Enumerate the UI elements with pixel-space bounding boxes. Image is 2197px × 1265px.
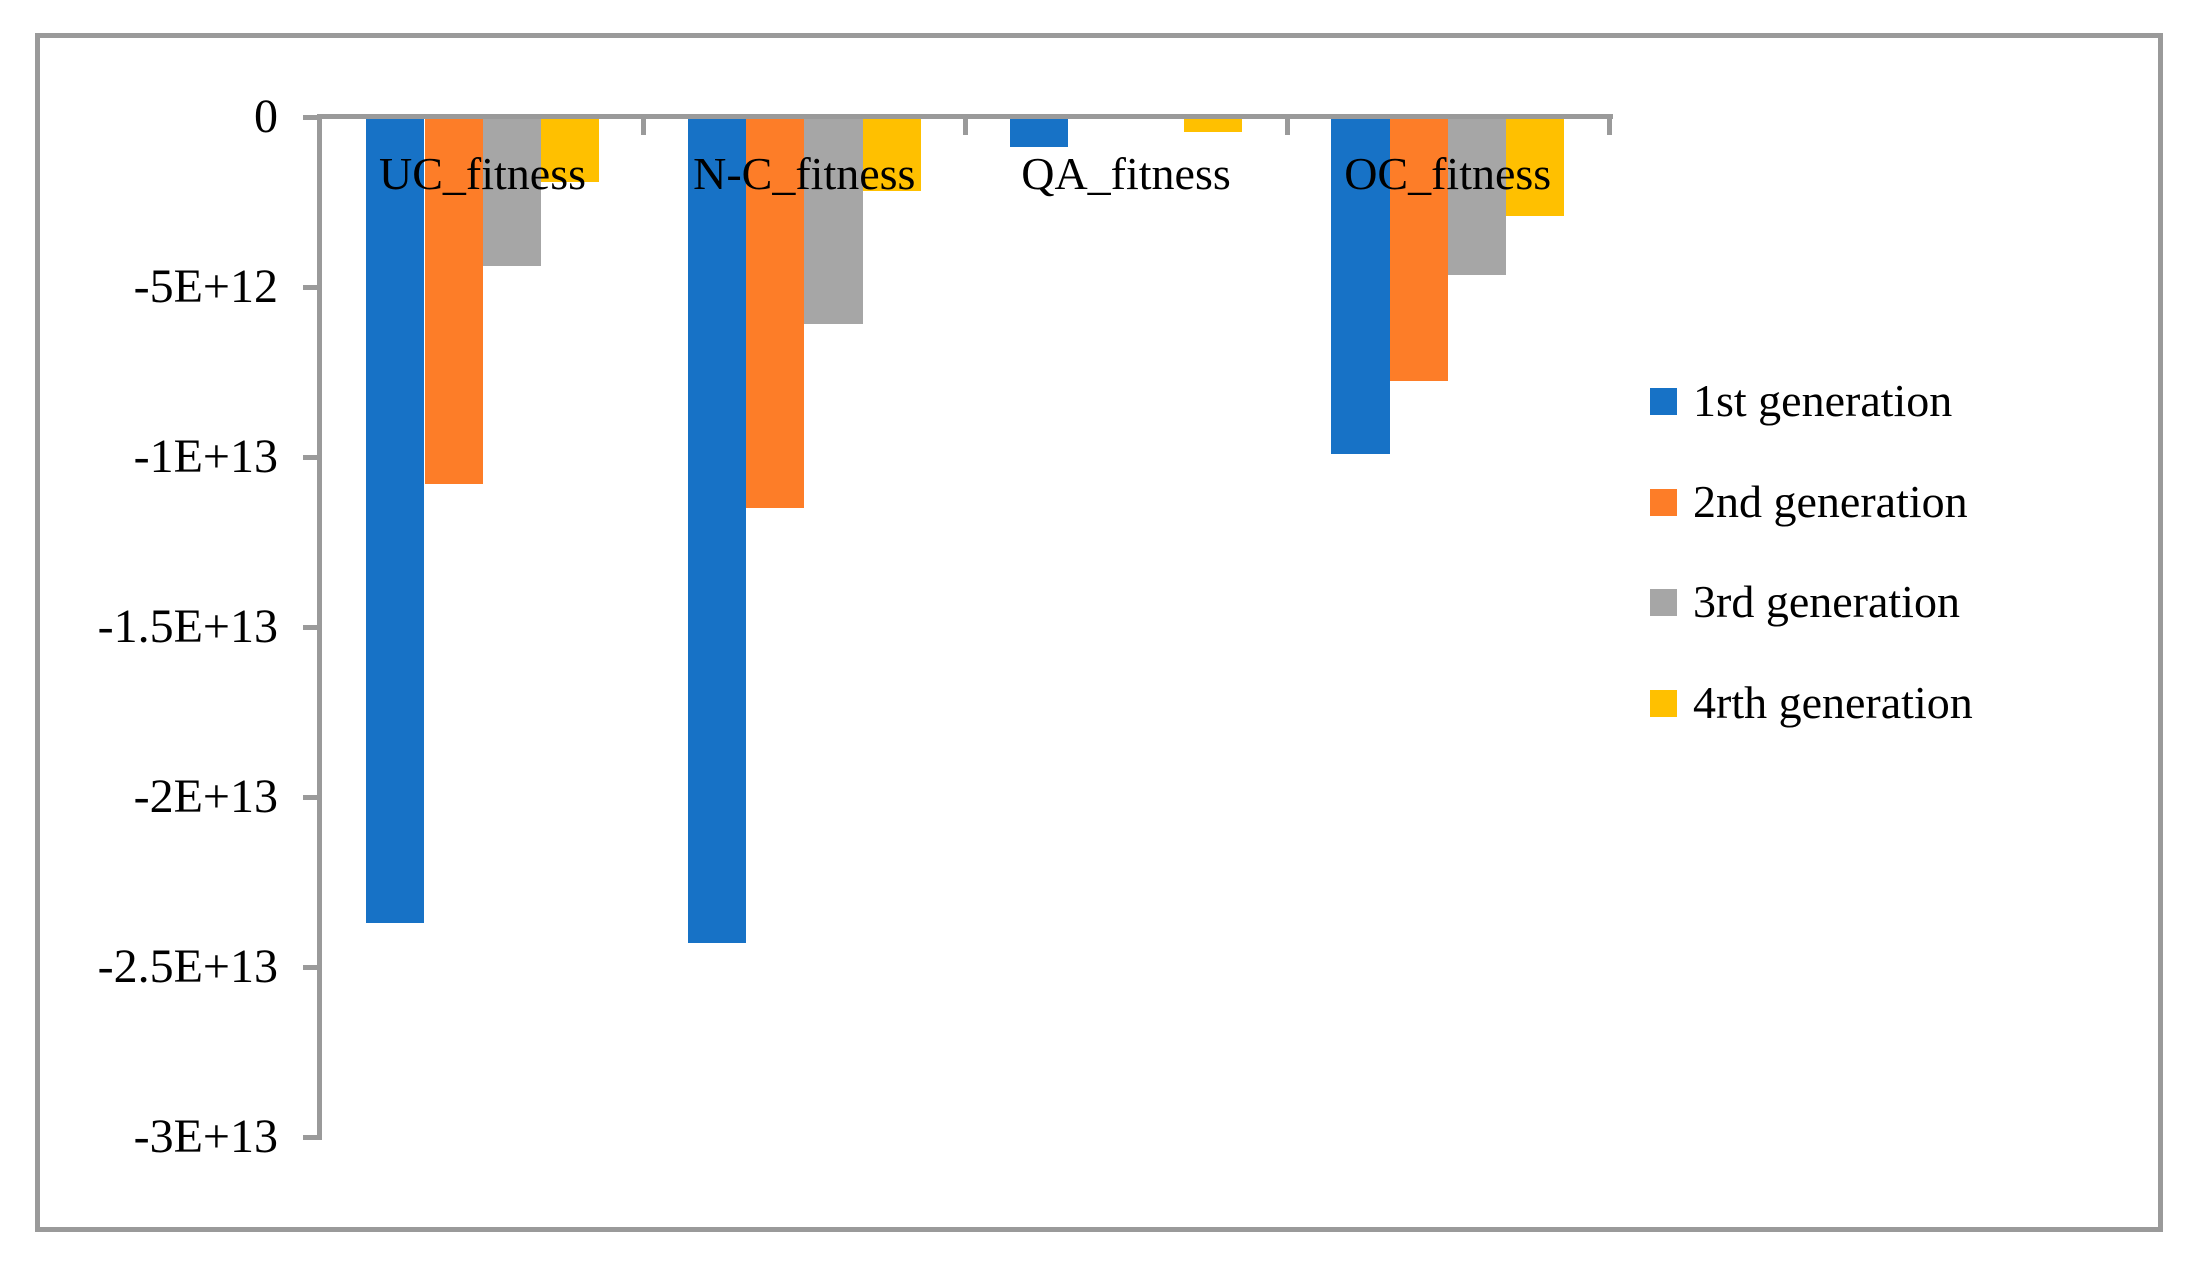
y-axis-tick-label: -5E+12: [133, 260, 278, 313]
category-label: UC_fitness: [379, 148, 586, 199]
bar-series4-N-C_fitness: [862, 117, 921, 191]
y-axis-tick-label: -3E+13: [133, 1110, 278, 1163]
bar-series4-UC_fitness: [540, 117, 600, 183]
legend-swatch: [1650, 387, 1677, 415]
legend-swatch: [1650, 588, 1677, 616]
y-axis-tick: [303, 625, 317, 630]
y-axis-tick: [303, 115, 317, 120]
y-axis-tick: [303, 965, 317, 970]
category-boundary-tick: [1606, 117, 1612, 135]
category-label: OC_fitness: [1344, 148, 1552, 199]
legend-label: 3rd generation: [1693, 576, 1960, 627]
bar-series3-UC_fitness: [482, 117, 541, 266]
category-label: N-C_fitness: [693, 148, 916, 199]
legend-label: 2nd generation: [1693, 476, 1968, 527]
category-boundary-tick: [963, 117, 969, 135]
y-axis-line: [317, 114, 322, 1140]
bar-series4-QA_fitness: [1184, 117, 1243, 132]
y-axis-tick-label: -1E+13: [133, 430, 278, 483]
category-label: QA_fitness: [1021, 148, 1231, 199]
y-axis-tick: [303, 285, 317, 290]
y-axis-tick: [303, 1135, 317, 1140]
bar-series1-QA_fitness: [1009, 117, 1068, 147]
bar-series1-N-C_fitness: [688, 117, 747, 944]
legend-label: 4rth generation: [1693, 677, 1973, 728]
legend-swatch: [1650, 488, 1677, 516]
legend-swatch: [1650, 689, 1677, 717]
bar-series2-N-C_fitness: [746, 117, 805, 508]
bar-series3-N-C_fitness: [804, 117, 863, 325]
bar-series1-UC_fitness: [366, 117, 425, 923]
y-axis-tick-label: 0: [254, 90, 278, 143]
y-axis-tick-label: -2E+13: [133, 770, 278, 823]
y-axis-tick: [303, 455, 317, 460]
bar-series2-UC_fitness: [424, 117, 483, 485]
y-axis-tick-label: -1.5E+13: [97, 600, 278, 653]
x-axis-zero-line: [317, 114, 1613, 119]
category-boundary-tick: [1284, 117, 1290, 135]
y-axis-tick-label: -2.5E+13: [97, 940, 278, 993]
legend-label: 1st generation: [1693, 375, 1953, 426]
bar-series2-OC_fitness: [1389, 117, 1448, 381]
bar-series3-OC_fitness: [1447, 117, 1506, 276]
category-boundary-tick: [641, 117, 647, 135]
bar-series1-OC_fitness: [1331, 117, 1390, 454]
y-axis-tick: [303, 795, 317, 800]
bar-series4-OC_fitness: [1506, 117, 1565, 216]
